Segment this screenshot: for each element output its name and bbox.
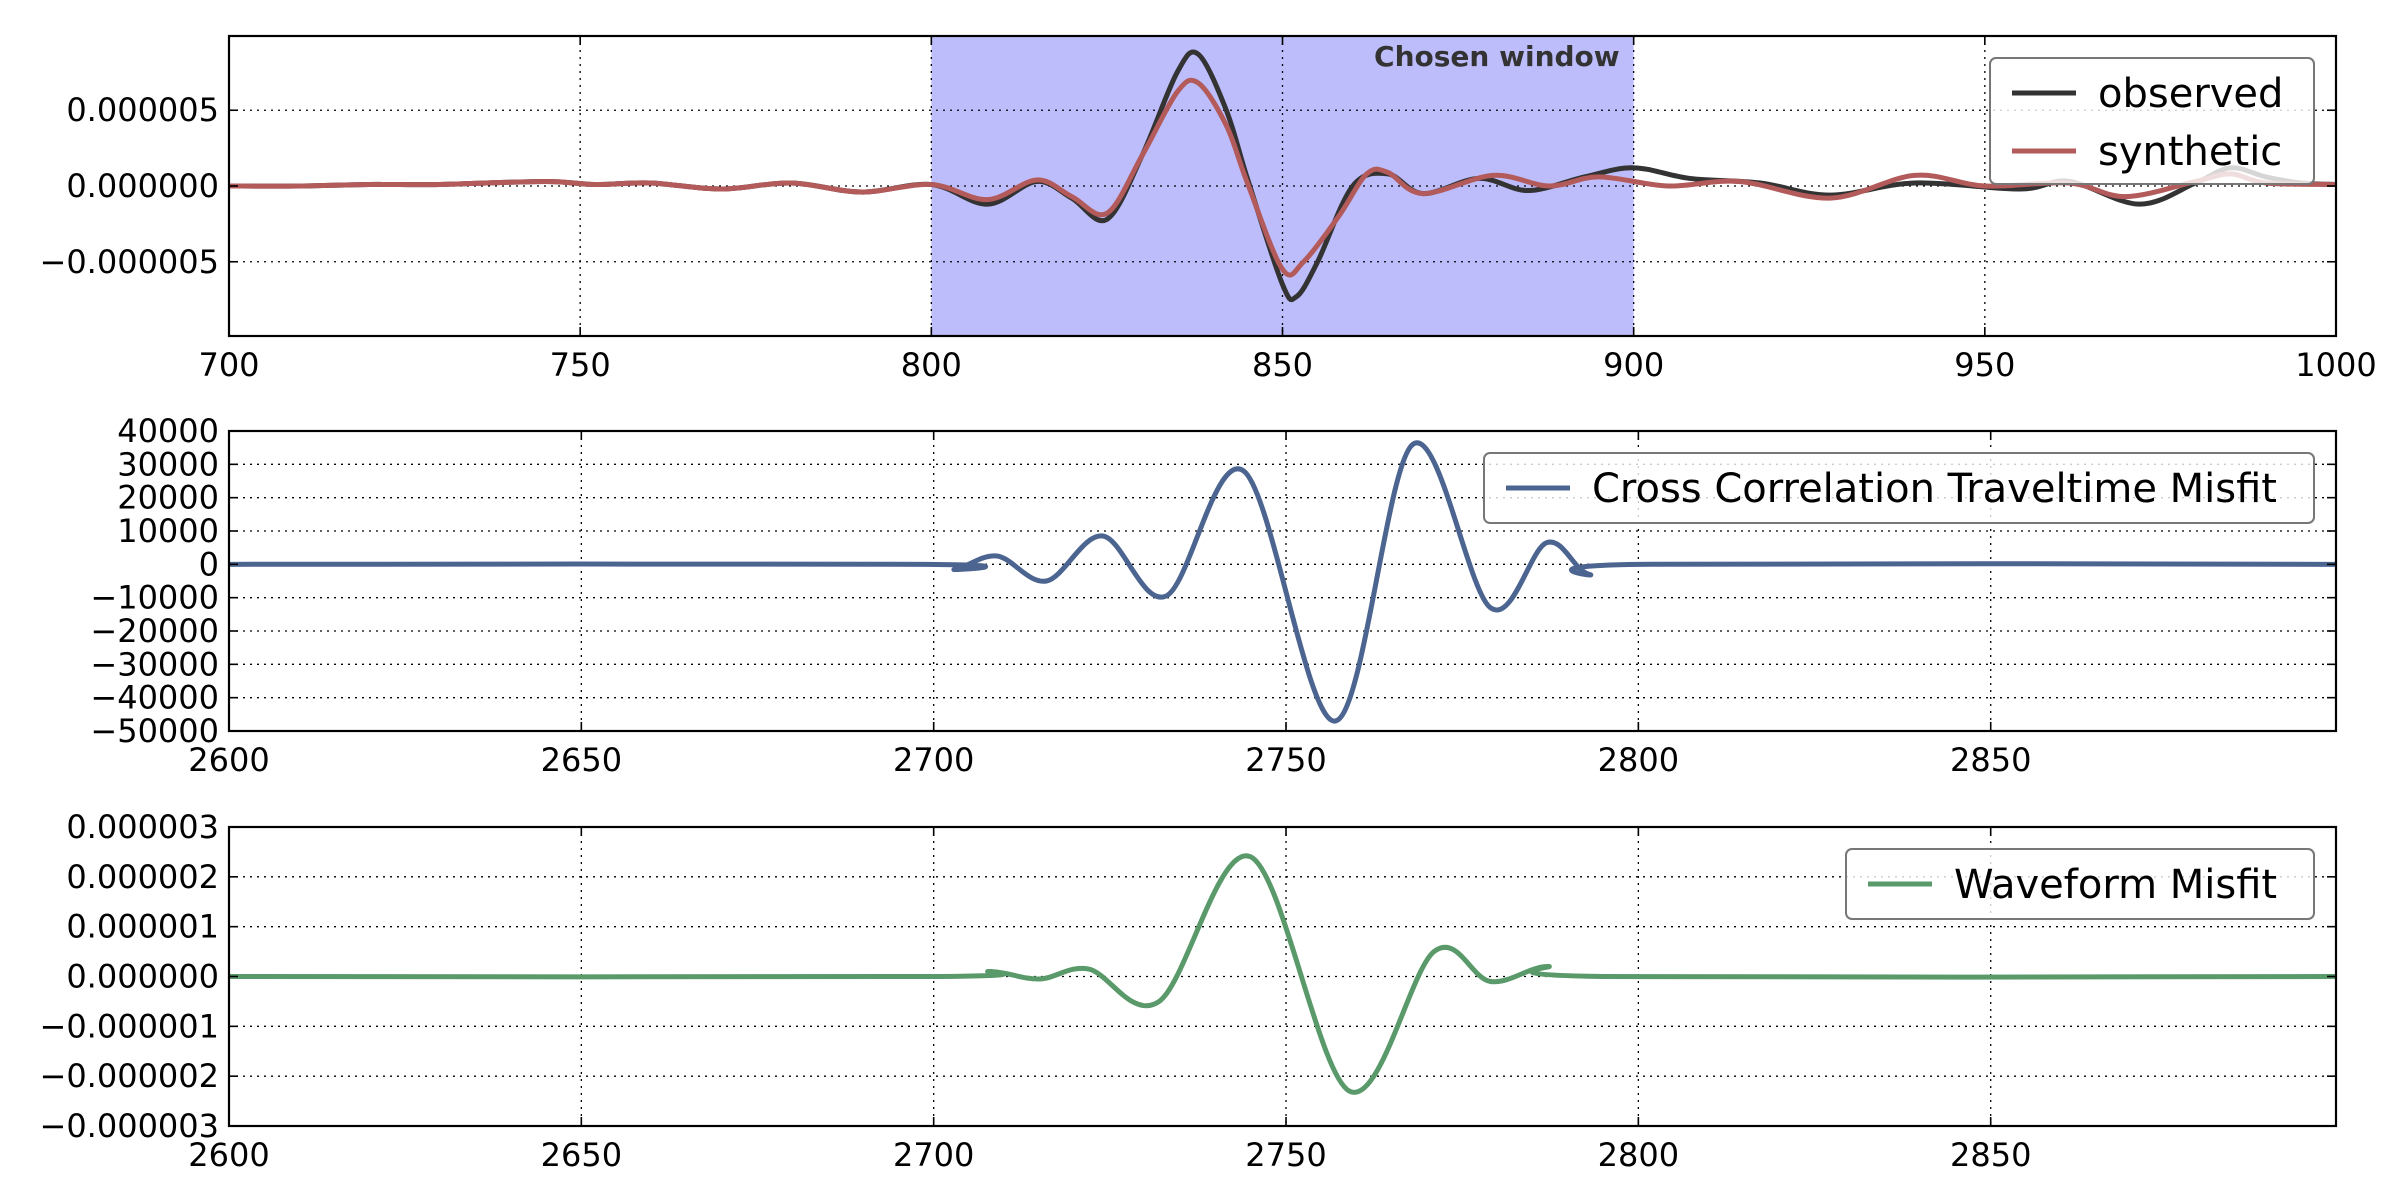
y-tick-label: 0.000000: [66, 167, 219, 205]
y-tick-label: 0.000003: [66, 808, 219, 846]
y-tick-label: 40000: [117, 412, 219, 450]
x-tick-label: 800: [901, 346, 962, 384]
x-tick-label: 2750: [1245, 1136, 1326, 1174]
y-tick-label: −30000: [90, 645, 219, 683]
x-tick-label: 2600: [188, 741, 269, 779]
series-line-synthetic: [229, 77, 2336, 278]
series-line-cross-correlation-traveltime-misfit: [229, 440, 2336, 724]
x-tick-label: 2800: [1598, 741, 1679, 779]
series-line-waveform-misfit: [229, 853, 2336, 1095]
x-tick-label: 2750: [1245, 741, 1326, 779]
x-tick-label: 750: [550, 346, 611, 384]
y-tick-label: −0.000003: [40, 1107, 220, 1145]
y-tick-label: −0.000002: [40, 1057, 220, 1095]
axes-frame: [227, 429, 2338, 733]
y-tick-label: 0.000001: [66, 908, 219, 946]
y-tick-label: 30000: [117, 445, 219, 483]
y-tick-label: −10000: [90, 579, 219, 617]
legend: Cross Correlation Traveltime Misfit: [1483, 452, 2315, 524]
legend-box: [1845, 848, 2315, 920]
y-tick-label: −0.000005: [40, 243, 220, 281]
x-tick-label: 2850: [1950, 741, 2031, 779]
x-tick-label: 2700: [893, 1136, 974, 1174]
subplot-2: 2600 2650 2700 2750 2800 2850 −50000−40000−300…: [90, 412, 2338, 779]
chosen-window-region: [931, 36, 1634, 336]
y-tick-label: −50000: [90, 712, 219, 750]
y-tick-label: 0.000005: [66, 91, 219, 129]
x-tick-label: 2650: [541, 1136, 622, 1174]
x-tick-label: 850: [1252, 346, 1313, 384]
y-tick-label: −40000: [90, 679, 219, 717]
x-tick-label: 2650: [541, 741, 622, 779]
x-tick-label: 2600: [188, 1136, 269, 1174]
x-tick-label: 2800: [1598, 1136, 1679, 1174]
y-tick-label: −0.000001: [40, 1007, 220, 1045]
y-tick-label: 20000: [117, 479, 219, 517]
y-tick-label: −20000: [90, 612, 219, 650]
legend: observed synthetic: [1989, 57, 2315, 185]
y-tick-label: 0: [199, 545, 219, 583]
legend-box: [1483, 452, 2315, 524]
x-tick-label: 2700: [893, 741, 974, 779]
y-tick-label: 10000: [117, 512, 219, 550]
chosen-window-label: Chosen window: [1374, 40, 1620, 73]
x-tick-label: 900: [1603, 346, 1664, 384]
subplot-1: 700 750 800 850 900 950 1000 −0.000005 0.000000 0…: [40, 34, 2377, 384]
legend-label: synthetic: [2098, 129, 2282, 175]
x-tick-label: 700: [198, 346, 259, 384]
legend-label: Cross Correlation Traveltime Misfit: [1592, 466, 2277, 512]
legend: Waveform Misfit: [1845, 848, 2315, 920]
y-tick-label: 0.000002: [66, 858, 219, 896]
x-tick-label: 1000: [2295, 346, 2376, 384]
x-tick-label: 950: [1954, 346, 2015, 384]
legend-label: Waveform Misfit: [1954, 862, 2277, 908]
subplot-3: 2600 2650 2700 2750 2800 2850 −0.000003 −0.0000…: [40, 808, 2338, 1174]
y-tick-label: 0.000000: [66, 958, 219, 996]
legend-label: observed: [2098, 71, 2283, 117]
x-tick-label: 2850: [1950, 1136, 2031, 1174]
